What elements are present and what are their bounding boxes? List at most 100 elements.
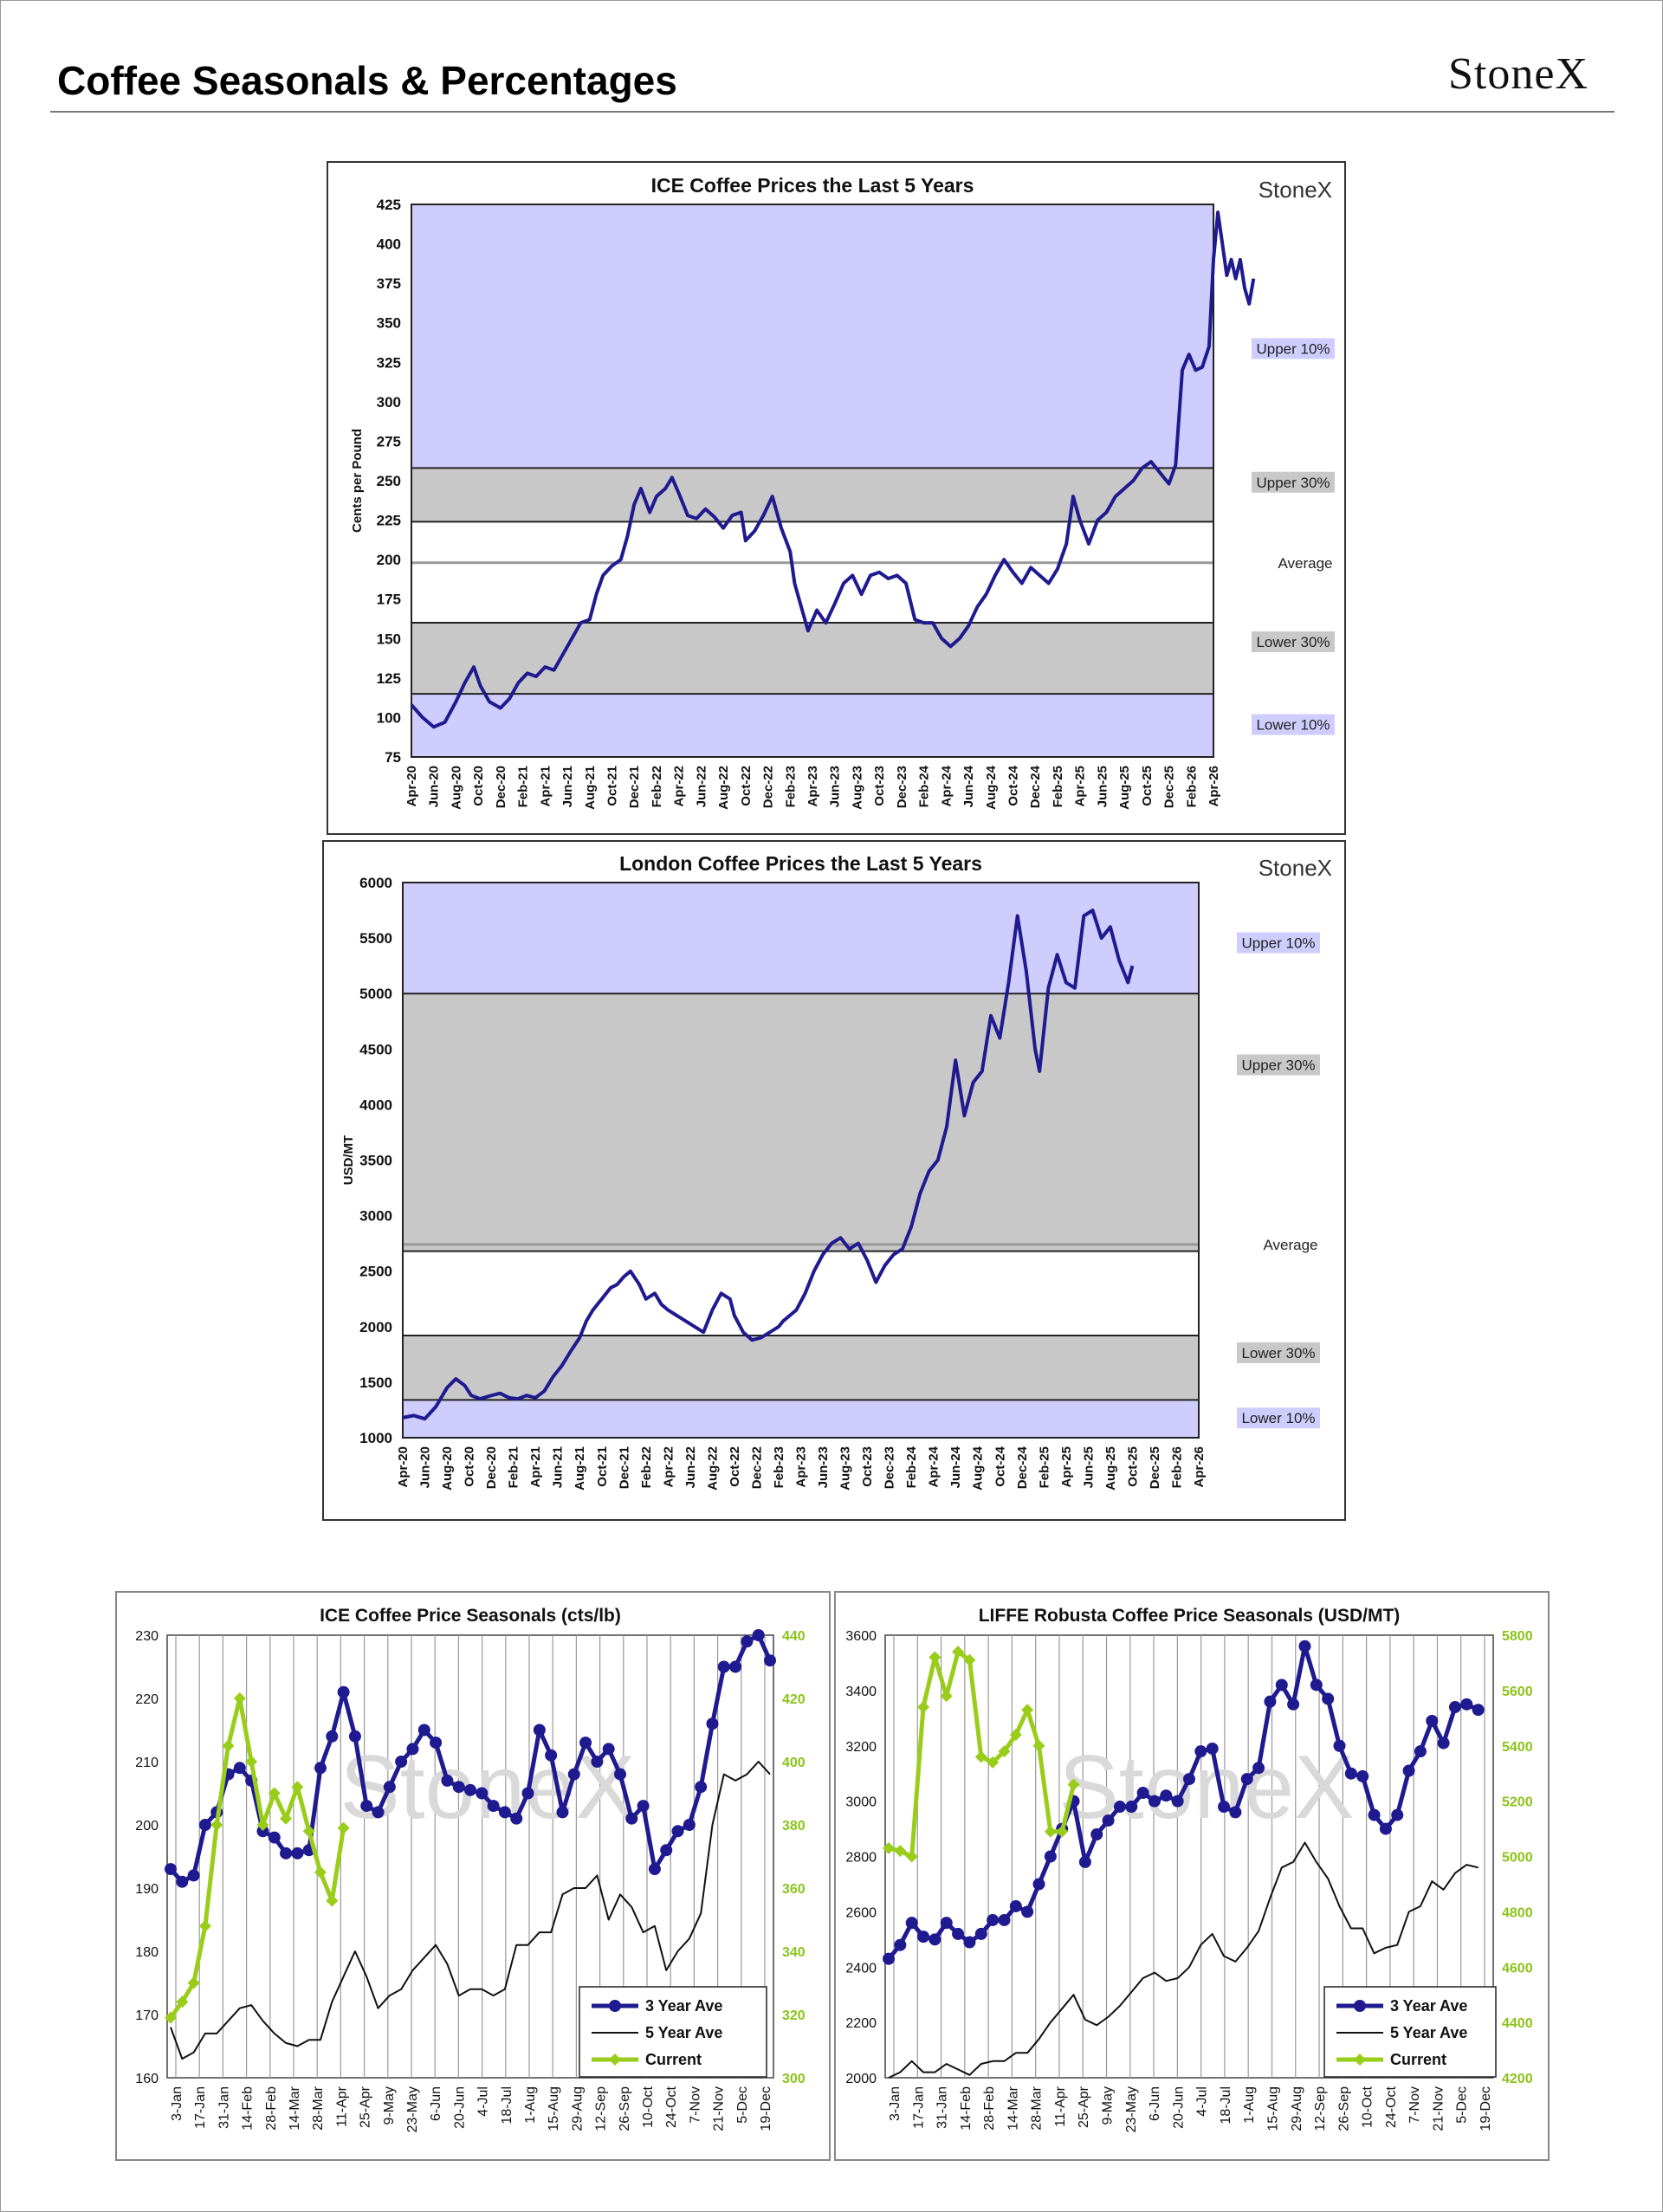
x-tick-label: Jun-20 [418, 1446, 433, 1488]
x-tick-label: Jun-24 [948, 1446, 963, 1488]
3-year-ave-point [487, 1800, 500, 1813]
current-point [1044, 1825, 1057, 1838]
x-tick-label: Jun-23 [828, 766, 843, 807]
3-year-ave-point [452, 1781, 465, 1794]
current-line [168, 1696, 346, 2020]
y-tick-label: 425 [377, 197, 401, 213]
3-year-ave-point [752, 1629, 765, 1641]
band-label-bg [1237, 1054, 1320, 1076]
current-point [176, 1995, 189, 2008]
x-tick-label: 14-Feb [241, 2086, 256, 2131]
current-point [291, 1781, 304, 1794]
y2-tick-label: 4200 [1502, 2072, 1533, 2086]
band-label: Lower 10% [1256, 717, 1330, 734]
3-year-ave-point [671, 1825, 684, 1838]
legend-marker [609, 2054, 621, 2066]
price-series-line [410, 210, 1256, 729]
legend-label: Current [1390, 2051, 1446, 2068]
x-tick-label: Dec-25 [1162, 766, 1177, 808]
x-tick-label: 5-Dec [735, 2086, 750, 2124]
3-year-ave-point [602, 1743, 615, 1756]
x-tick-label: Aug-21 [573, 1446, 587, 1491]
chart-title: LIFFE Robusta Coffee Price Seasonals (US… [979, 1606, 1401, 1626]
x-tick-label: Apr-23 [794, 1446, 809, 1488]
x-tick-label: Aug-22 [716, 766, 731, 810]
y-tick-label: 210 [135, 1756, 159, 1770]
band-2 [411, 521, 1213, 624]
y-tick-label: 2600 [845, 1905, 877, 1920]
y-tick-label: 350 [377, 315, 401, 332]
3-year-ave-line [887, 1644, 1479, 1961]
y-tick-label: 325 [377, 354, 401, 371]
x-tick-label: Dec-23 [895, 766, 909, 808]
3-year-ave-point [683, 1819, 696, 1831]
ice-seasonals-svg: StoneX1601701801902002102202303003203403… [135, 1606, 806, 2132]
3-year-ave-point [952, 1927, 965, 1940]
y-tick-label: 5000 [359, 986, 392, 1002]
current-point [974, 1750, 987, 1763]
x-tick-label: Feb-21 [507, 1446, 521, 1488]
current-point [1009, 1728, 1022, 1741]
x-tick-label: 9-May [382, 2086, 397, 2125]
y2-tick-label: 440 [782, 1629, 806, 1644]
5-year-ave-line [170, 1761, 771, 2060]
x-tick-label: Jun-24 [961, 765, 976, 807]
3-year-ave-point [280, 1847, 293, 1860]
3-year-ave-point [905, 1917, 918, 1930]
3-year-ave-point [1218, 1801, 1231, 1814]
x-tick-label: Oct-23 [860, 1446, 875, 1487]
band-label: Lower 30% [1256, 634, 1330, 650]
3-year-ave-point [1356, 1769, 1369, 1782]
legend-label: Current [645, 2051, 702, 2068]
current-point [963, 1653, 976, 1666]
y-tick-label: 75 [385, 749, 401, 766]
current-point [314, 1866, 327, 1879]
3-year-ave-point [998, 1913, 1011, 1926]
y-tick-label: 2200 [845, 2016, 877, 2031]
x-tick-label: Oct-25 [1140, 766, 1155, 806]
x-tick-label: Apr-21 [538, 766, 553, 807]
x-tick-label: Apr-24 [939, 765, 954, 806]
y-tick-label: 3400 [845, 1685, 877, 1699]
x-tick-label: 14-Feb [959, 2086, 974, 2131]
x-tick-label: Dec-25 [1148, 1446, 1162, 1489]
x-tick-label: Jun-22 [694, 766, 709, 807]
x-tick-label: Aug-24 [984, 765, 999, 809]
x-tick-label: Oct-25 [1125, 1446, 1140, 1487]
3-year-ave-point [987, 1913, 1000, 1926]
y-tick-label: 2000 [845, 2072, 877, 2086]
x-tick-label: 24-Oct [664, 2086, 679, 2128]
x-tick-label: Apr-24 [927, 1446, 942, 1487]
current-point [1056, 1825, 1069, 1838]
x-tick-label: Feb-26 [1184, 766, 1199, 807]
x-tick-label: 25-Apr [359, 2086, 373, 2128]
band-label: Lower 10% [1241, 1410, 1315, 1426]
5-year-ave-line [888, 1841, 1479, 2079]
x-tick-label: Jun-22 [683, 1446, 698, 1488]
x-tick-label: 14-Mar [1006, 2086, 1020, 2130]
3-year-ave-point [1021, 1905, 1034, 1918]
chart-logo: StoneX [1259, 855, 1332, 881]
x-tick-label: Jun-21 [551, 1446, 566, 1488]
y2-tick-label: 5800 [1502, 1629, 1533, 1644]
3-year-ave-point [430, 1737, 443, 1750]
x-tick-label: 25-Apr [1077, 2086, 1091, 2128]
x-tick-label: 28-Mar [311, 2086, 326, 2130]
current-point [268, 1787, 281, 1800]
y2-tick-label: 320 [782, 2008, 806, 2023]
x-tick-label: Jun-21 [560, 766, 575, 807]
x-tick-label: 6-Jun [429, 2086, 443, 2121]
legend-marker [609, 2000, 621, 2012]
x-tick-label: Dec-22 [761, 766, 776, 808]
header-divider [50, 111, 1614, 113]
y-tick-label: 150 [377, 631, 401, 647]
current-point [302, 1825, 315, 1838]
x-tick-label: 20-Jun [1171, 2086, 1186, 2129]
x-tick-label: Apr-22 [661, 1446, 676, 1488]
3-year-ave-point [579, 1737, 592, 1750]
current-point [1067, 1778, 1080, 1791]
x-tick-label: Feb-26 [1169, 1446, 1184, 1488]
3-year-ave-point [1275, 1678, 1288, 1691]
x-tick-label: Aug-24 [971, 1446, 986, 1490]
current-point [337, 1821, 350, 1834]
